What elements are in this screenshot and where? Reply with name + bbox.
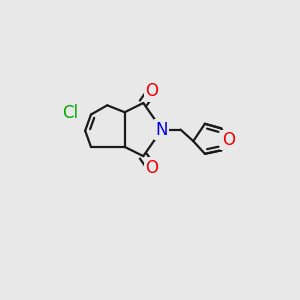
- Text: O: O: [222, 131, 235, 149]
- Text: N: N: [156, 121, 168, 139]
- Text: O: O: [145, 159, 158, 177]
- Text: Cl: Cl: [62, 104, 78, 122]
- Text: O: O: [145, 82, 158, 100]
